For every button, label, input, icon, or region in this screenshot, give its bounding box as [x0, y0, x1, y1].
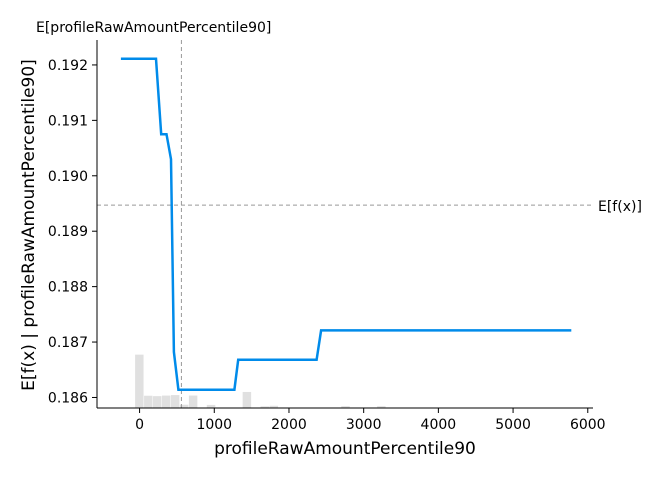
x-tick-label: 3000 — [346, 417, 382, 433]
feature-distribution-histogram — [135, 354, 386, 408]
histogram-bar — [135, 354, 144, 408]
histogram-bar — [179, 404, 189, 408]
x-tick-label: 5000 — [495, 417, 531, 433]
histogram-bar — [170, 395, 180, 408]
axes — [96, 40, 593, 409]
x-tick-label: 1000 — [196, 417, 232, 433]
x-tick-label: 4000 — [421, 417, 457, 433]
histogram-bar — [153, 396, 162, 408]
reference-lines — [97, 40, 593, 408]
x-axis-ticks: 0 1000 2000 3000 4000 5000 6000 — [135, 408, 606, 433]
x-tick-label: 6000 — [570, 417, 606, 433]
y-axis-title: E[f(x) | profileRawAmountPercentile90] — [19, 59, 39, 391]
histogram-bar — [269, 405, 279, 408]
y-tick-label: 0.186 — [48, 390, 88, 406]
histogram-bar — [242, 391, 252, 408]
histogram-bar — [341, 406, 350, 408]
histogram-bar — [206, 404, 216, 408]
y-tick-label: 0.187 — [48, 335, 88, 351]
y-tick-label: 0.189 — [48, 224, 88, 240]
histogram-bar — [260, 406, 270, 408]
histogram-bar — [188, 395, 198, 408]
y-tick-label: 0.188 — [48, 280, 88, 296]
histogram-bar — [144, 395, 153, 408]
dependence-line — [120, 57, 572, 391]
x-tick-label: 0 — [135, 417, 144, 433]
expected-prediction-label: E[f(x)] — [598, 199, 642, 215]
histogram-bar — [377, 406, 386, 408]
y-axis-ticks: 0.186 0.187 0.188 0.189 0.190 0.191 0.192 — [48, 58, 97, 406]
y-tick-label: 0.190 — [48, 169, 88, 185]
y-tick-label: 0.192 — [48, 58, 88, 74]
y-tick-label: 0.191 — [48, 113, 88, 129]
dependence-series — [120, 57, 572, 391]
expected-feature-value-label: E[profileRawAmountPercentile90] — [36, 20, 271, 36]
x-tick-label: 2000 — [271, 417, 307, 433]
x-axis-title: profileRawAmountPercentile90 — [214, 439, 476, 459]
histogram-bar — [161, 395, 171, 408]
